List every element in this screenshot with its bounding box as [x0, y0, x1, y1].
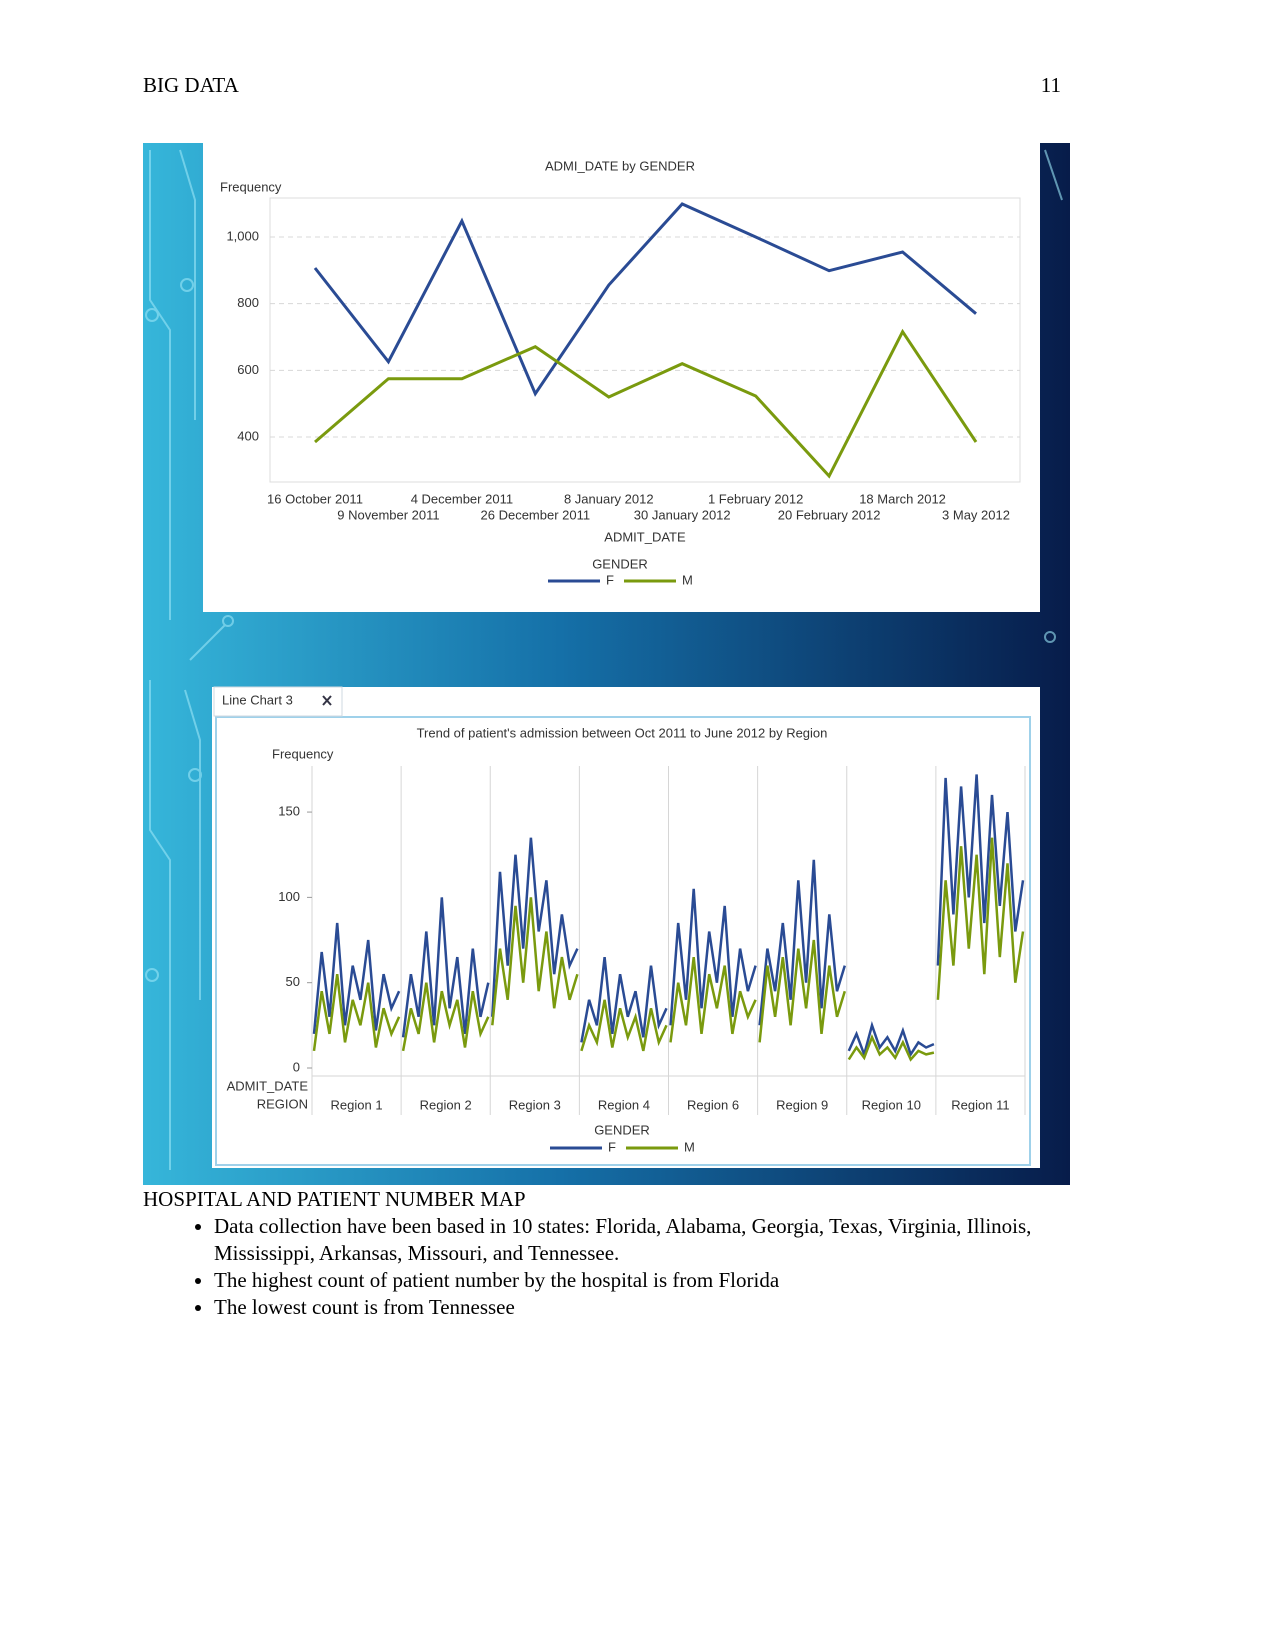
- series-line: [491, 897, 579, 1026]
- series-line: [936, 774, 1025, 966]
- x-axis-label: ADMIT_DATE: [604, 529, 686, 544]
- section-title: HOSPITAL AND PATIENT NUMBER MAP: [143, 1187, 526, 1211]
- panel-label: Region 6: [687, 1097, 739, 1112]
- x-tick-label: 18 March 2012: [859, 491, 946, 506]
- x-tick-label: 30 January 2012: [634, 507, 731, 522]
- legend-title: GENDER: [594, 1122, 650, 1137]
- tab-label: Line Chart 3: [222, 692, 293, 707]
- series-line: [936, 837, 1025, 1000]
- series-line: [401, 897, 490, 1038]
- series-line: [580, 999, 668, 1052]
- bullet-list: Data collection have been based in 10 st…: [143, 1213, 1073, 1321]
- series-line: [314, 328, 978, 479]
- panel-label: Region 4: [598, 1097, 650, 1112]
- panel-label: Region 11: [951, 1097, 1009, 1112]
- series-line: [758, 939, 846, 1043]
- x-tick-label: 8 January 2012: [564, 491, 654, 506]
- y-tick-label: 1,000: [226, 228, 259, 243]
- x-tick-label: 26 December 2011: [481, 507, 591, 522]
- series-line: [580, 956, 668, 1043]
- series-line: [669, 956, 757, 1043]
- panel-label: Region 1: [331, 1097, 383, 1112]
- running-head: BIG DATA: [143, 73, 239, 97]
- plot-area: [269, 197, 1021, 483]
- x-tick-label: 9 November 2011: [337, 507, 439, 522]
- legend-title: GENDER: [592, 556, 648, 571]
- close-icon[interactable]: [322, 695, 332, 706]
- legend-label: M: [682, 572, 693, 587]
- x-tick-label: 16 October 2011: [267, 491, 363, 506]
- chart-frame: [215, 716, 1031, 1166]
- tab[interactable]: [213, 686, 343, 717]
- x-tick-label: 3 May 2012: [942, 507, 1010, 522]
- circuit-decoration: [145, 149, 1063, 1170]
- y-axis-label: Frequency: [272, 746, 334, 761]
- chart-images: Line Chart 3 ADMI_DATE by GENDER Frequenc…: [143, 143, 1070, 1185]
- y-tick-label: 600: [237, 362, 259, 377]
- panel-label: Region 2: [420, 1097, 472, 1112]
- series-line: [847, 1034, 935, 1062]
- panel-label: Region 10: [862, 1097, 921, 1112]
- series-line: [669, 888, 757, 1026]
- legend-label: M: [684, 1139, 695, 1154]
- series-line: [401, 982, 490, 1052]
- x-axis-label: ADMIT_DATE: [227, 1078, 309, 1093]
- series-line: [312, 922, 401, 1035]
- y-tick-label: 50: [286, 974, 300, 989]
- panel-label: Region 9: [776, 1097, 828, 1112]
- x-tick-label: 1 February 2012: [708, 491, 803, 506]
- bullet: Data collection have been based in 10 st…: [214, 1213, 1073, 1267]
- y-tick-label: 0: [293, 1059, 300, 1074]
- panel-label: Region 3: [509, 1097, 561, 1112]
- series-line: [312, 974, 401, 1052]
- panel-axis-label: REGION: [257, 1096, 308, 1111]
- chart-panel: [203, 143, 1040, 612]
- series-line: [758, 859, 846, 1026]
- series-line: [491, 837, 579, 1017]
- x-tick-label: 4 December 2011: [411, 491, 513, 506]
- y-tick-label: 800: [237, 295, 259, 310]
- bullet: The lowest count is from Tennessee: [214, 1294, 1073, 1321]
- series-line: [847, 1021, 935, 1059]
- series-line: [313, 202, 977, 397]
- y-tick-label: 150: [278, 804, 300, 819]
- bullet: The highest count of patient number by t…: [214, 1267, 1073, 1294]
- page-number: 11: [1040, 73, 1061, 97]
- chart-title: ADMI_DATE by GENDER: [545, 158, 695, 173]
- legend-label: F: [606, 572, 614, 587]
- y-tick-label: 400: [237, 428, 259, 443]
- chart-panel: [212, 687, 1040, 1168]
- x-tick-label: 20 February 2012: [778, 507, 881, 522]
- chart-title: Trend of patient's admission between Oct…: [417, 725, 828, 740]
- y-axis-label: Frequency: [220, 179, 282, 194]
- y-tick-label: 100: [278, 889, 300, 904]
- legend-label: F: [608, 1139, 616, 1154]
- section: HOSPITAL AND PATIENT NUMBER MAP Data col…: [143, 1186, 1073, 1321]
